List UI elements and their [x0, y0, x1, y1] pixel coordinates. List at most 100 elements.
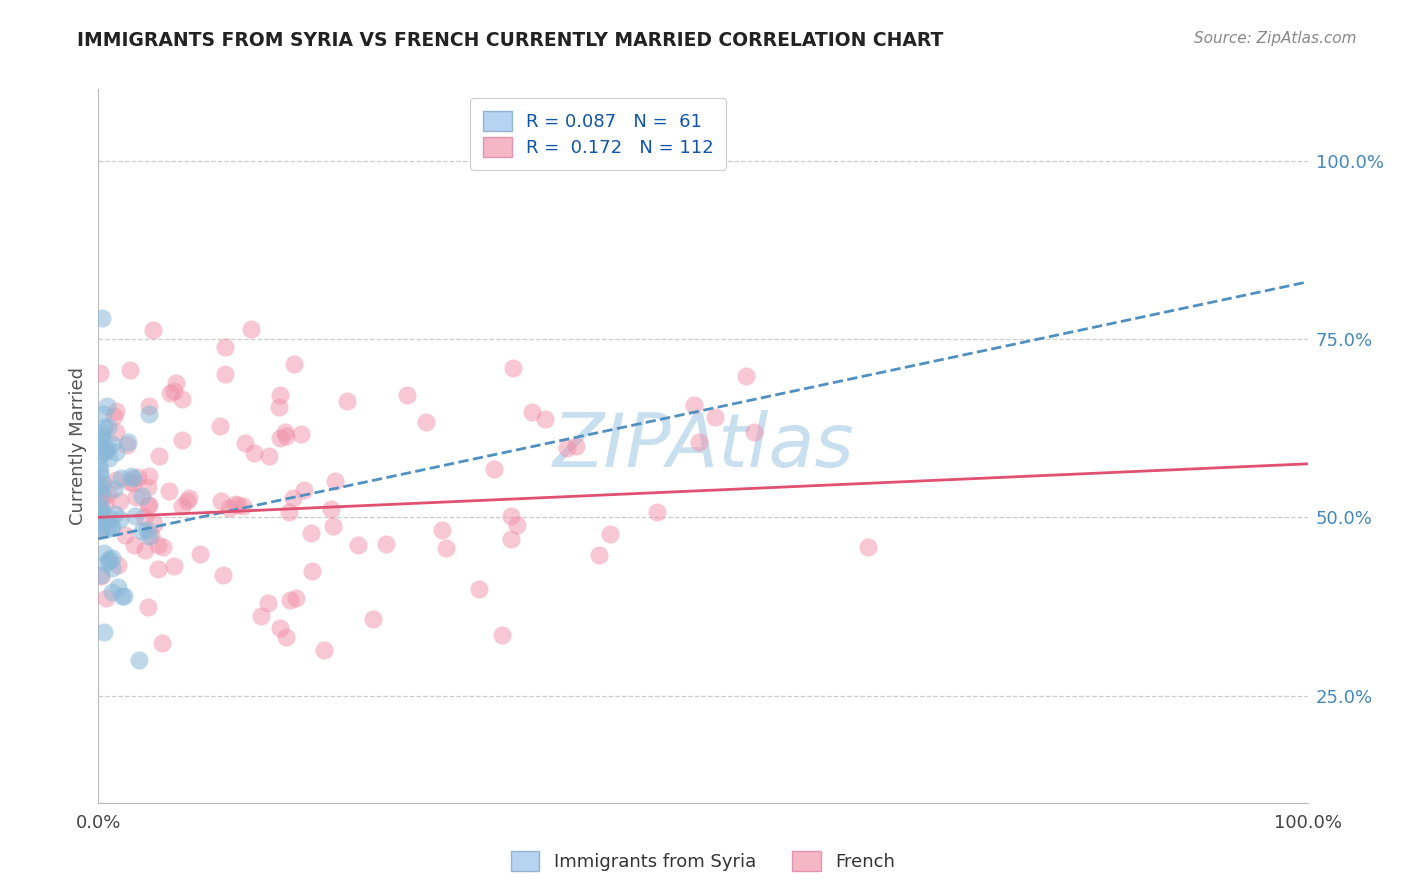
Point [139, 528, 162, 542]
Point [101, 560, 124, 574]
Point [274, 425, 297, 439]
Point [177, 491, 200, 505]
Point [506, 518, 529, 533]
Point [283, 357, 305, 371]
Point [285, 591, 308, 606]
Point [235, 435, 257, 450]
Point [127, 470, 149, 484]
Point [212, 568, 235, 582]
Point [856, 540, 879, 554]
Point [239, 321, 262, 335]
Text: ZIPAtlas: ZIPAtlas [553, 410, 853, 482]
Point [301, 565, 323, 579]
Point [209, 493, 232, 508]
Point [157, 483, 180, 498]
Point [299, 525, 322, 540]
Point [218, 501, 240, 516]
Point [91, 489, 114, 503]
Point [90, 507, 112, 521]
Point [146, 562, 169, 576]
Text: Source: ZipAtlas.com: Source: ZipAtlas.com [1194, 31, 1357, 46]
Point [108, 511, 131, 525]
Point [120, 363, 142, 377]
Point [482, 462, 505, 476]
Point [111, 589, 134, 603]
Point [89, 438, 111, 452]
Point [100, 436, 122, 450]
Point [90, 568, 112, 582]
Point [89, 464, 111, 478]
Point [93, 433, 115, 447]
Point [172, 392, 194, 406]
Point [131, 524, 153, 539]
Point [90, 500, 112, 515]
Text: IMMIGRANTS FROM SYRIA VS FRENCH CURRENTLY MARRIED CORRELATION CHART: IMMIGRANTS FROM SYRIA VS FRENCH CURRENTL… [77, 31, 943, 50]
Point [682, 398, 704, 412]
Point [103, 409, 125, 423]
Point [89, 367, 111, 381]
Point [103, 483, 125, 497]
Point [290, 427, 312, 442]
Point [499, 508, 522, 523]
Point [138, 407, 160, 421]
Point [165, 376, 187, 391]
Y-axis label: Currently Married: Currently Married [69, 367, 87, 525]
Point [269, 400, 291, 414]
Point [152, 540, 174, 554]
Point [115, 438, 138, 452]
Point [89, 458, 111, 473]
Point [120, 469, 142, 483]
Point [226, 498, 249, 512]
Point [163, 384, 186, 399]
Point [89, 448, 111, 462]
Point [214, 341, 236, 355]
Point [87, 482, 110, 496]
Point [734, 368, 756, 383]
Point [319, 501, 342, 516]
Point [105, 474, 128, 488]
Point [256, 596, 278, 610]
Point [520, 405, 543, 419]
Point [276, 630, 298, 644]
Point [148, 449, 170, 463]
Point [136, 523, 159, 537]
Point [90, 519, 112, 533]
Point [104, 404, 127, 418]
Point [159, 385, 181, 400]
Point [90, 506, 112, 520]
Point [100, 550, 122, 565]
Point [176, 494, 198, 508]
Point [704, 409, 727, 424]
Point [243, 446, 266, 460]
Point [224, 497, 246, 511]
Point [96, 442, 118, 456]
Point [347, 538, 370, 552]
Point [107, 580, 129, 594]
Point [188, 547, 211, 561]
Point [361, 612, 384, 626]
Point [87, 500, 110, 514]
Point [143, 517, 166, 532]
Point [499, 533, 522, 547]
Point [314, 643, 336, 657]
Point [434, 541, 457, 556]
Point [742, 425, 765, 440]
Point [599, 527, 621, 541]
Point [557, 442, 579, 456]
Point [107, 558, 129, 573]
Point [94, 497, 117, 511]
Point [415, 415, 437, 429]
Point [232, 500, 254, 514]
Point [90, 425, 112, 439]
Point [131, 488, 153, 502]
Point [276, 429, 298, 443]
Point [138, 498, 160, 512]
Point [209, 419, 232, 434]
Point [97, 420, 120, 434]
Point [96, 399, 118, 413]
Point [94, 591, 117, 605]
Point [90, 568, 112, 582]
Point [336, 393, 359, 408]
Point [104, 508, 127, 522]
Point [110, 494, 132, 508]
